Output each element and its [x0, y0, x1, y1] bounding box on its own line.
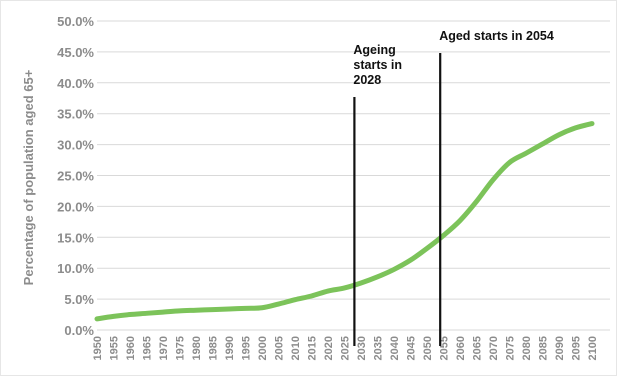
annotation-label: starts in	[353, 58, 402, 72]
y-axis-ticks: 0.0% 5.0% 10.0% 15.0% 20.0% 25.0% 30.0% 35.0% 40…	[57, 14, 94, 338]
y-tick-label: 20.0%	[57, 199, 94, 214]
x-tick-label: 2010	[290, 336, 302, 360]
y-tick-label: 5.0%	[64, 292, 94, 307]
x-tick-label: 2030	[356, 336, 368, 360]
y-tick-label: 40.0%	[57, 76, 94, 91]
x-axis-ticks: 1950 1955 1960 1965 1970 1975 1980 1985 1990 1995…	[92, 336, 599, 360]
x-tick-label: 2035	[373, 336, 385, 360]
x-tick-label: 2100	[587, 336, 599, 360]
x-tick-label: 1975	[175, 336, 187, 360]
x-tick-label: 2085	[538, 336, 550, 360]
x-tick-label: 2045	[406, 336, 418, 360]
y-tick-label: 50.0%	[57, 14, 94, 29]
annotation-label: Aged starts in 2054	[439, 29, 554, 43]
y-tick-label: 30.0%	[57, 138, 94, 153]
x-tick-label: 1985	[208, 336, 220, 360]
x-tick-label: 1965	[142, 336, 154, 360]
y-tick-label: 45.0%	[57, 45, 94, 60]
x-tick-label: 1990	[224, 336, 236, 360]
y-tick-label: 35.0%	[57, 107, 94, 122]
x-tick-label: 1960	[125, 336, 137, 360]
x-tick-label: 2025	[340, 336, 352, 360]
x-tick-label: 2065	[472, 336, 484, 360]
x-tick-label: 2095	[571, 336, 583, 360]
x-tick-label: 1980	[191, 336, 203, 360]
x-tick-label: 2080	[521, 336, 533, 360]
grid-lines	[97, 20, 610, 331]
x-tick-label: 2005	[274, 336, 286, 360]
x-tick-label: 2020	[323, 336, 335, 360]
x-tick-label: 2015	[307, 336, 319, 360]
annotation-label: Ageing	[353, 43, 395, 57]
x-tick-label: 2055	[439, 336, 451, 360]
x-tick-label: 2090	[554, 336, 566, 360]
x-tick-label: 2075	[505, 336, 517, 360]
y-tick-label: 15.0%	[57, 230, 94, 245]
series-group	[94, 121, 595, 322]
x-tick-label: 1955	[109, 336, 121, 360]
y-tick-label: 10.0%	[57, 261, 94, 276]
x-tick-label: 1970	[158, 336, 170, 360]
y-tick-label: 25.0%	[57, 169, 94, 184]
x-tick-label: 2060	[455, 336, 467, 360]
x-tick-label: 2040	[389, 336, 401, 360]
x-tick-label: 1995	[241, 336, 253, 360]
y-axis-label: Percentage of population aged 65+	[21, 69, 36, 285]
x-tick-label: 2000	[257, 336, 269, 360]
series-line	[94, 121, 595, 322]
x-tick-label: 2050	[422, 336, 434, 360]
x-tick-label: 1950	[92, 336, 104, 360]
y-tick-label: 0.0%	[64, 323, 94, 338]
annotation-label: 2028	[353, 73, 381, 87]
x-tick-label: 2070	[488, 336, 500, 360]
